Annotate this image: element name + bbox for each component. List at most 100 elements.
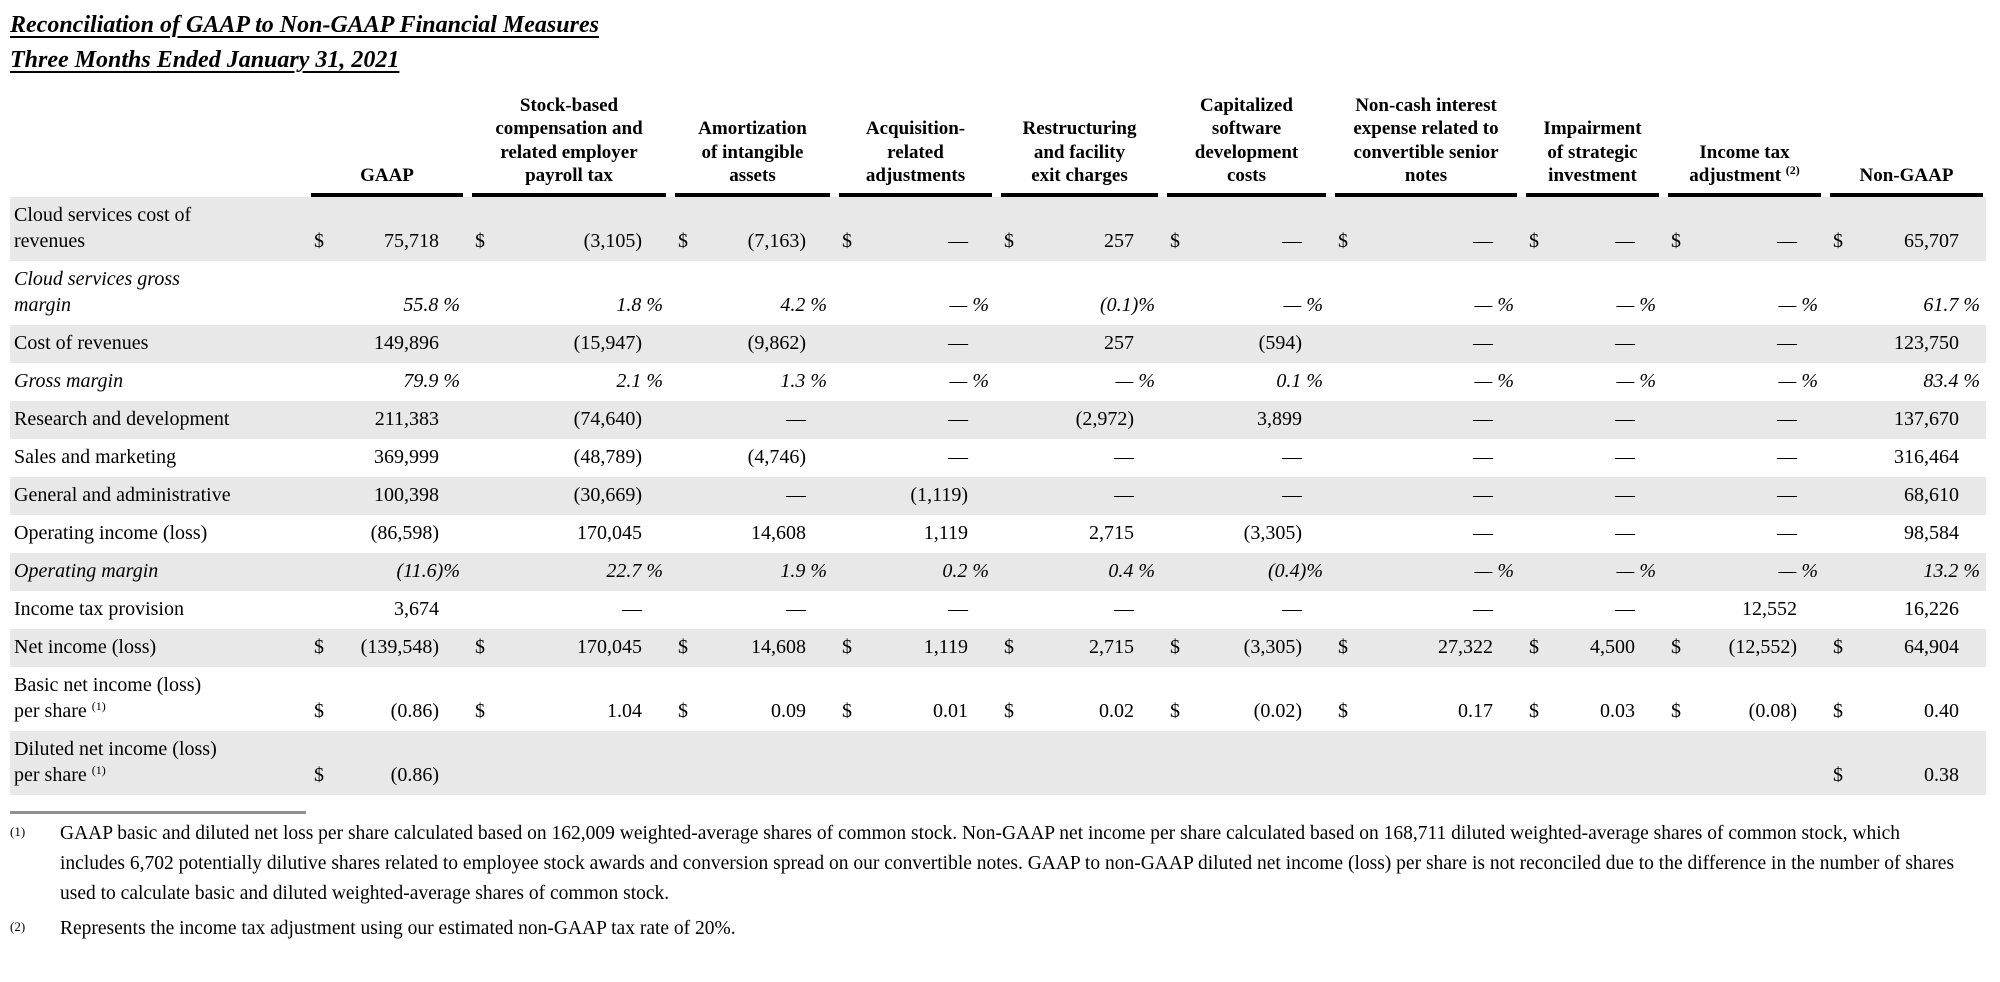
cell-value: 61.7 %	[1923, 293, 1980, 316]
table-cell: $0.02	[1001, 693, 1158, 731]
cell-value: —	[1473, 229, 1493, 252]
cell-value: — %	[1616, 369, 1656, 392]
row-label: General and administrative	[14, 483, 231, 506]
cell-value: 3,899	[1257, 407, 1302, 430]
table-row-11: Net income (loss) $ (139,548) $170,045 $14,6…	[10, 628, 1986, 667]
table-cell: (86,598)	[311, 515, 463, 553]
table-cell: 12,552	[1668, 591, 1821, 629]
cell-value: — %	[1115, 369, 1155, 392]
cell-value: —	[1615, 407, 1635, 430]
table-cell: —	[1668, 401, 1821, 439]
footnote-2-marker: (2)	[10, 919, 26, 935]
table-cell: (3,305)	[1167, 515, 1326, 553]
cell-value: — %	[1474, 369, 1514, 392]
cell-value: 0.38	[1924, 763, 1959, 786]
currency-symbol: $	[1671, 229, 1681, 252]
row-label: Net income (loss)	[14, 635, 157, 658]
cell-value: —	[1473, 597, 1493, 620]
table-cell: 3,899	[1167, 401, 1326, 439]
cell-value: 64,904	[1904, 635, 1959, 658]
table-cell: — %	[1167, 287, 1326, 325]
cell-value: (3,105)	[583, 229, 642, 252]
cell-value: (0.86)	[390, 699, 439, 722]
cell-value: 170,045	[577, 521, 642, 544]
cell-value: 13.2 %	[1923, 559, 1980, 582]
cell-value: (48,789)	[573, 445, 642, 468]
table-cell: —	[1167, 439, 1326, 477]
cell-value: —	[1615, 521, 1635, 544]
table-cell: 1,119	[839, 515, 992, 553]
column-header-label: Amortization of intangible assets	[698, 118, 807, 187]
title-line-2: Three Months Ended January 31, 2021	[10, 46, 400, 73]
cell-value: — %	[1778, 369, 1818, 392]
footnote-1-marker: (1)	[10, 823, 26, 839]
currency-symbol: $	[1170, 635, 1180, 658]
table-row-5: Research and development 211,383 (74,640) —…	[10, 400, 1986, 439]
cell-value: —	[948, 229, 968, 252]
cell-value: 65,707	[1904, 229, 1959, 252]
table-cell: 1.8 %	[472, 287, 666, 325]
column-header-label: Restructuring and facility exit charges	[1022, 118, 1137, 187]
table-row-2: Cloud services gross margin 55.8 % 1.8 % 4.…	[10, 261, 1986, 325]
currency-symbol: $	[678, 229, 688, 252]
cell-value: 170,045	[577, 635, 642, 658]
table-cell: 1.9 %	[675, 553, 830, 591]
cell-value: —	[786, 483, 806, 506]
table-cell: —	[1167, 477, 1326, 515]
table-cell: (0.1)%	[1001, 287, 1158, 325]
table-cell: $ (0.02)	[1167, 693, 1326, 731]
cell-value: —	[1615, 229, 1635, 252]
cell-value: (30,669)	[573, 483, 642, 506]
cell-value: 4.2 %	[780, 293, 827, 316]
table-cell: $0.03	[1526, 693, 1659, 731]
table-cell: $0.17	[1335, 693, 1517, 731]
cell-value: 0.1 %	[1276, 369, 1323, 392]
table-cell	[675, 783, 830, 795]
currency-symbol: $	[1338, 229, 1348, 252]
table-cell: —	[1335, 401, 1517, 439]
cell-value: 100,398	[374, 483, 439, 506]
cell-value: (86,598)	[370, 521, 439, 544]
cell-value: 0.02	[1099, 699, 1134, 722]
table-cell	[1335, 783, 1517, 795]
table-row-9: Operating margin (11.6)% 22.7 % 1.9 % 0.2 % 0…	[10, 552, 1986, 591]
table-row-10: Income tax provision 3,674 — — — — — — — 12,552 16…	[10, 591, 1986, 629]
cell-value: (9,862)	[747, 331, 806, 354]
cell-value: —	[1615, 445, 1635, 468]
table-cell: 3,674	[311, 591, 463, 629]
cell-value: 2.1 %	[616, 369, 663, 392]
table-cell: $170,045	[472, 629, 666, 667]
cell-value: —	[1473, 483, 1493, 506]
table-cell: (0.4)%	[1167, 553, 1326, 591]
cell-value: — %	[1474, 293, 1514, 316]
cell-value: —	[1615, 483, 1635, 506]
table-cell: $ —	[1526, 223, 1659, 261]
cell-value: 12,552	[1742, 597, 1797, 620]
table-cell: — %	[839, 287, 992, 325]
table-cell: —	[1668, 477, 1821, 515]
cell-value: — %	[1616, 293, 1656, 316]
cell-value: (3,305)	[1243, 635, 1302, 658]
table-cell: —	[1001, 477, 1158, 515]
cell-value: 1.9 %	[780, 559, 827, 582]
table-cell: —	[1668, 439, 1821, 477]
table-row-7: General and administrative 100,398 (30,669…	[10, 476, 1986, 515]
currency-symbol: $	[475, 699, 485, 722]
table-cell: $65,707	[1830, 223, 1983, 261]
table-cell: — %	[1668, 363, 1821, 401]
currency-symbol: $	[842, 229, 852, 252]
column-header-label: GAAP	[360, 165, 414, 187]
row-label: Cloud services gross margin	[14, 267, 180, 316]
cell-value: — %	[949, 369, 989, 392]
cell-value: —	[1777, 407, 1797, 430]
table-cell: $ (0.08)	[1668, 693, 1821, 731]
table-cell: 0.2 %	[839, 553, 992, 591]
table-cell: —	[839, 439, 992, 477]
currency-symbol: $	[314, 635, 324, 658]
cell-value: —	[622, 597, 642, 620]
table-cell: —	[1335, 477, 1517, 515]
table-cell: $257	[1001, 223, 1158, 261]
cell-value: —	[1777, 331, 1797, 354]
cell-value: (0.4)%	[1268, 559, 1323, 582]
superscript-marker: (1)	[91, 698, 106, 713]
